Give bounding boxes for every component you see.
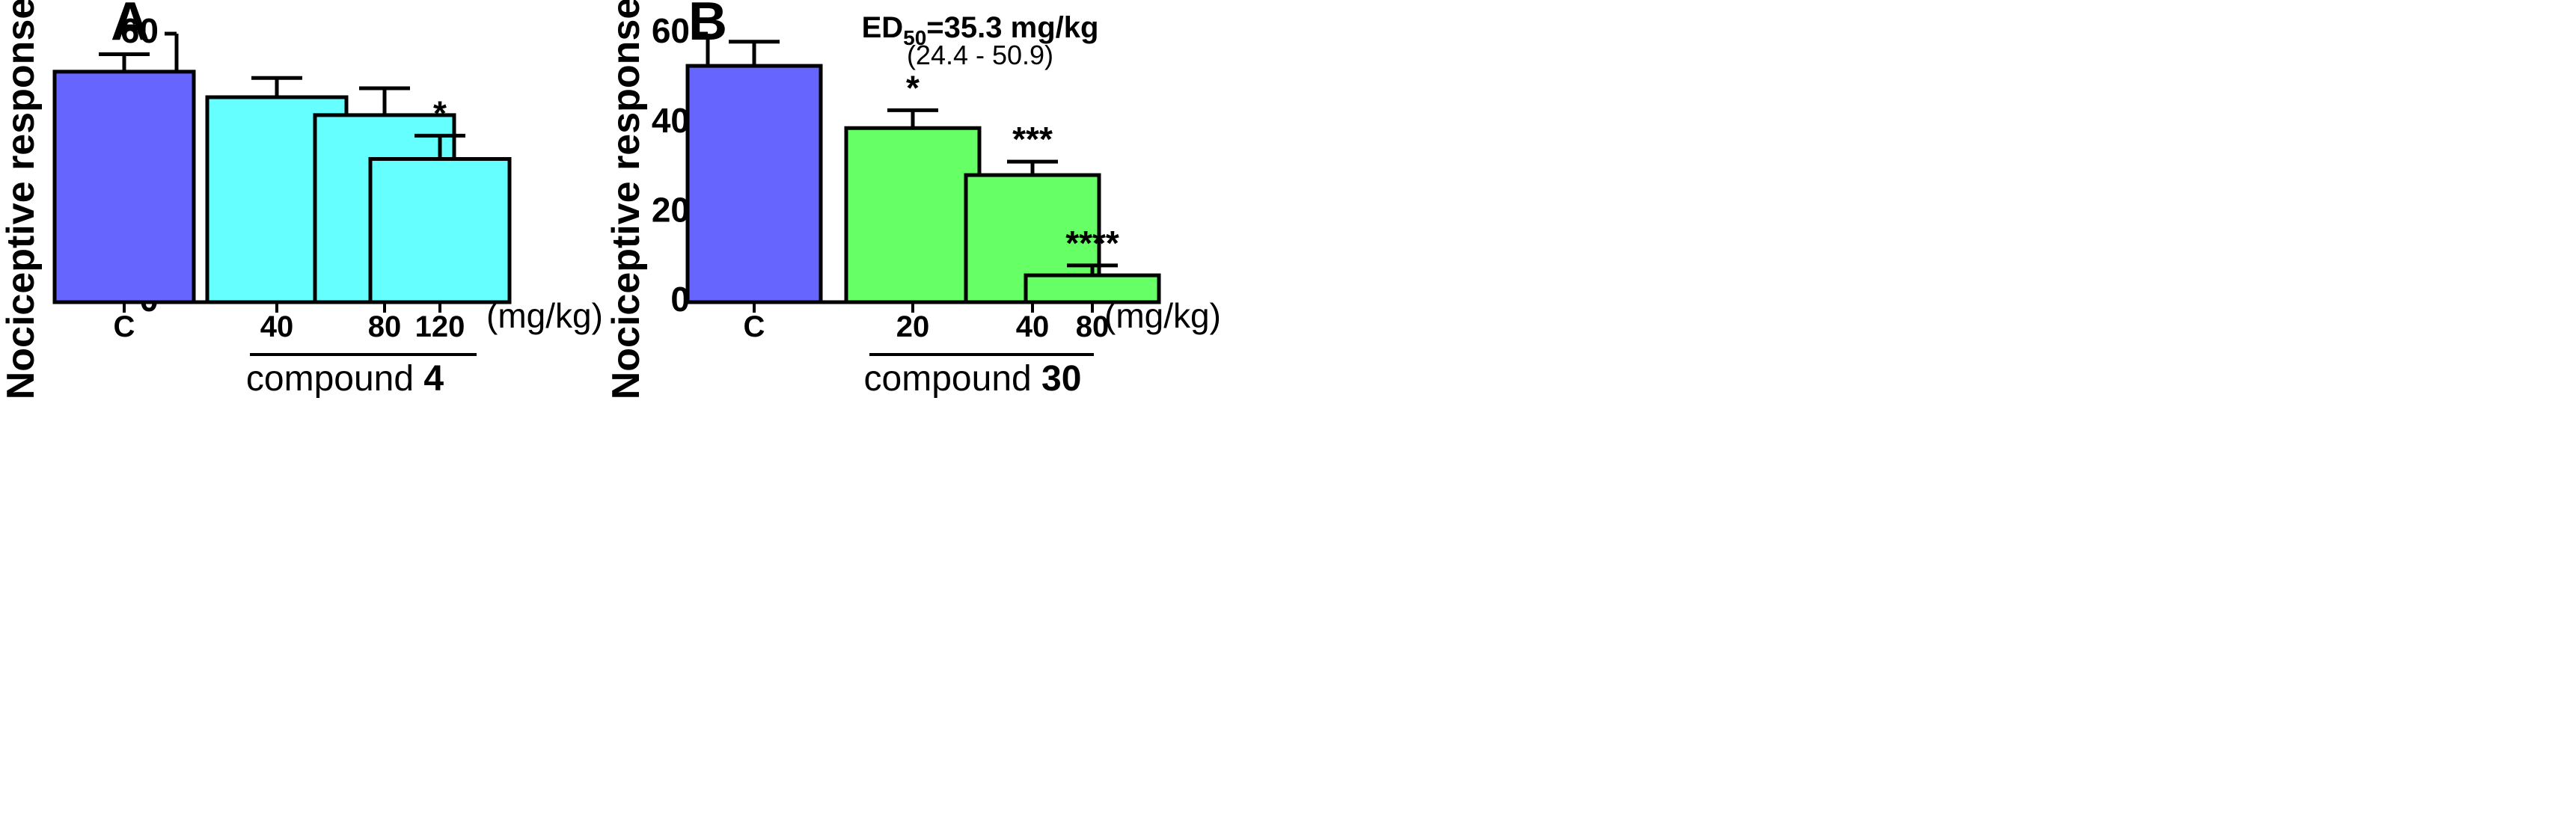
panel-b-y-axis-label: Nociceptive response [s]: [605, 0, 648, 399]
panel-b-bar-80-x-label: 80: [1076, 310, 1110, 343]
panel-a-bar-40-x-label: 40: [260, 310, 294, 343]
panel-b-bar-80-significance: ****: [1065, 224, 1119, 263]
panel-b-bar-c-x-label: C: [744, 310, 765, 343]
panel-b-group-label-compound: 30: [1041, 359, 1081, 399]
panel-b-ed50-ci: (24.4 - 50.9): [907, 40, 1053, 70]
panel-a-group-label-prefix: compound: [246, 359, 424, 399]
panel-b-ed50-annotation: ED50=35.3 mg/kg: [862, 11, 1099, 49]
panel-b-y-tick-label-60: 60: [652, 11, 690, 50]
panel-a-y-axis-label: Nociceptive response [s]: [0, 0, 43, 399]
panel-b-bar-20-x-label: 20: [896, 310, 930, 343]
panel-a-bar-80-x-label: 80: [368, 310, 402, 343]
panel-b-unit-label: (mg/kg): [1104, 296, 1221, 335]
panel-b-bar-40-x-label: 40: [1016, 310, 1050, 343]
panel-a-letter: A: [111, 0, 150, 52]
panel-b-bar-20: [844, 126, 982, 304]
panel-a-bar-120-significance: *: [433, 93, 447, 132]
panel-b-group-label: compound 30: [864, 359, 1082, 399]
panel-a-bar-120-x-label: 120: [415, 310, 465, 343]
panel-b-bar-c: [685, 64, 823, 304]
panel-b-bar-20-significance: *: [906, 68, 920, 107]
panel-a-bar-120: [368, 157, 512, 304]
panel-a-bar-c-x-label: C: [114, 310, 135, 343]
panel-b-bar-40-significance: ***: [1012, 120, 1053, 159]
panel-a-unit-label: (mg/kg): [486, 296, 603, 335]
panel-b-y-tick-label-20: 20: [652, 190, 690, 229]
panel-a-y-tick-label-60: 60: [120, 11, 159, 50]
panel-b-y-tick-label-40: 40: [652, 101, 690, 140]
panel-a-group-label-compound: 4: [423, 359, 444, 399]
panel-a-group-label: compound 4: [246, 359, 444, 399]
panel-a-bar-c: [52, 70, 196, 304]
panel-b-ed50-prefix: ED: [862, 11, 904, 44]
panel-b-ed50-subscript: 50: [903, 26, 926, 49]
panel-b-ed50-value: =35.3 mg/kg: [926, 11, 1098, 44]
panel-b-group-label-prefix: compound: [864, 359, 1042, 399]
